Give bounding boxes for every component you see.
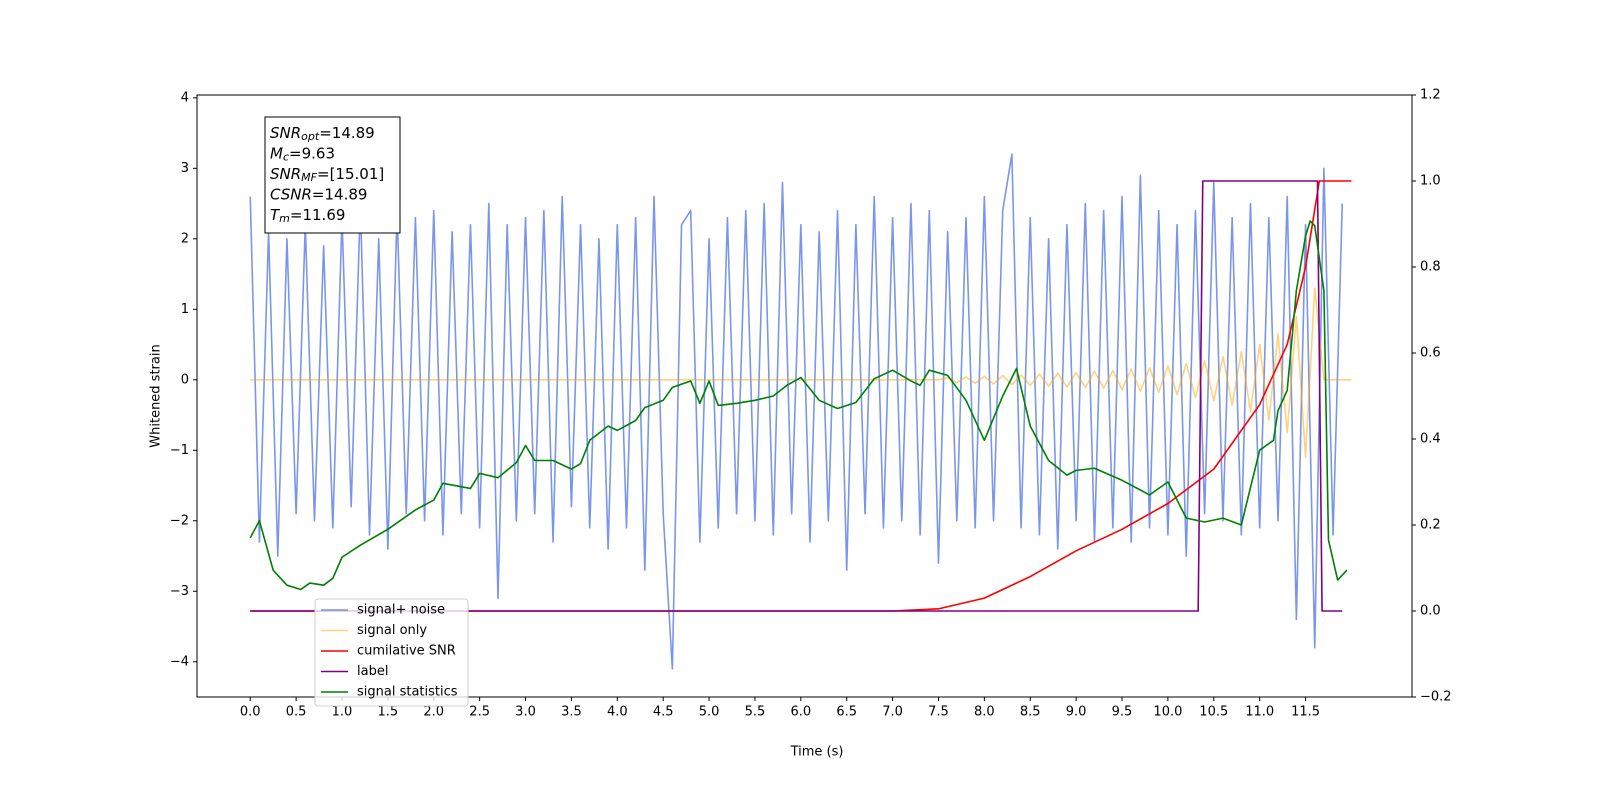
y2-tick-label: 0.0 <box>1420 604 1441 619</box>
x-tick-label: 9.0 <box>1066 705 1087 720</box>
legend-label: signal statistics <box>357 685 458 700</box>
x-tick-label: 9.5 <box>1112 705 1133 720</box>
annotation-line: Mc=9.63 <box>270 144 335 164</box>
y-axis-label: Whitened strain <box>149 344 164 447</box>
x-tick-label: 5.0 <box>699 705 720 720</box>
annotation-base: SNR <box>270 165 301 183</box>
x-tick-label: 1.5 <box>378 705 399 720</box>
annotation-base: SNR <box>270 124 301 142</box>
x-tick-label: 0.5 <box>286 705 307 720</box>
x-tick-label: 4.5 <box>653 705 674 720</box>
y2-tick-label: −0.2 <box>1420 690 1452 705</box>
legend-box <box>314 598 469 707</box>
x-tick-label: 2.5 <box>469 705 490 720</box>
y-tick-label: −2 <box>170 513 189 528</box>
x-tick-label: 6.5 <box>836 705 857 720</box>
annotation-sub: MF <box>301 171 317 184</box>
y2-tick-label: 1.0 <box>1420 174 1441 189</box>
x-tick-label: 0.0 <box>240 705 261 720</box>
x-tick-label: 7.0 <box>882 705 903 720</box>
y2-tick-label: 0.8 <box>1420 260 1441 275</box>
legend-label: signal+ noise <box>357 603 445 618</box>
annotation: SNRopt=14.89Mc=9.63SNRMF=[15.01]CSNR=14.… <box>264 116 401 234</box>
x-tick-label: 10.5 <box>1199 705 1228 720</box>
annotation-sub: c <box>283 151 289 164</box>
y-tick-label: 4 <box>181 90 189 105</box>
series-line <box>250 180 1343 612</box>
legend-label: label <box>357 664 388 679</box>
y-tick-label: −3 <box>170 584 189 599</box>
x-tick-label: 11.5 <box>1291 705 1320 720</box>
annotation-line: SNRopt=14.89 <box>270 124 375 144</box>
series-line <box>250 287 1352 459</box>
x-tick-label: 5.5 <box>745 705 766 720</box>
y2-tick-label: 1.2 <box>1420 88 1441 103</box>
x-tick-label: 10.0 <box>1153 705 1182 720</box>
legend-label: signal only <box>357 623 427 638</box>
annotation-text: =9.63 <box>289 144 335 162</box>
annotation-text: =14.89 <box>312 185 368 203</box>
x-axis-label: Time (s) <box>790 745 844 760</box>
annotation-text: =11.69 <box>290 206 346 224</box>
series-line <box>249 153 1344 670</box>
annotation-line: SNRMF=[15.01] <box>270 165 384 185</box>
annotation-base: M <box>270 144 283 162</box>
annotation-sub: opt <box>301 130 320 143</box>
x-tick-label: 3.0 <box>515 705 536 720</box>
annotation-sub: m <box>279 212 290 225</box>
x-tick-label: 7.5 <box>928 705 949 720</box>
annotation-text: =[15.01] <box>317 165 384 183</box>
annotation-base: T <box>270 206 281 224</box>
x-tick-label: 8.5 <box>1020 705 1041 720</box>
x-tick-label: 2.0 <box>423 705 444 720</box>
y2-tick-label: 0.4 <box>1420 432 1441 447</box>
y-tick-label: 1 <box>181 302 189 317</box>
x-tick-label: 1.0 <box>332 705 353 720</box>
series-line <box>250 180 1352 612</box>
x-tick-label: 4.0 <box>607 705 628 720</box>
x-tick-label: 8.0 <box>974 705 995 720</box>
annotation-line: Tm=11.69 <box>270 206 345 226</box>
y2-tick-label: 0.6 <box>1420 346 1441 361</box>
y-tick-label: 2 <box>181 231 189 246</box>
legend-label: cumilative SNR <box>357 644 456 659</box>
series-line <box>249 220 1348 591</box>
y-tick-label: −4 <box>170 654 189 669</box>
y-tick-label: 3 <box>181 161 189 176</box>
plot-frame <box>196 94 1413 698</box>
legend: signal+ noise signal only cumilative SNR la… <box>314 598 469 707</box>
annotation-line: CSNR=14.89 <box>270 185 367 203</box>
y-tick-label: 0 <box>181 372 189 387</box>
x-tick-label: 3.5 <box>561 705 582 720</box>
annotation-text: =14.89 <box>319 124 375 142</box>
annotation-box <box>264 116 401 234</box>
y2-tick-label: 0.2 <box>1420 518 1441 533</box>
x-tick-label: 6.0 <box>790 705 811 720</box>
y-tick-label: −1 <box>170 443 189 458</box>
annotation-base: CSNR <box>270 185 312 203</box>
x-tick-label: 11.0 <box>1245 705 1274 720</box>
